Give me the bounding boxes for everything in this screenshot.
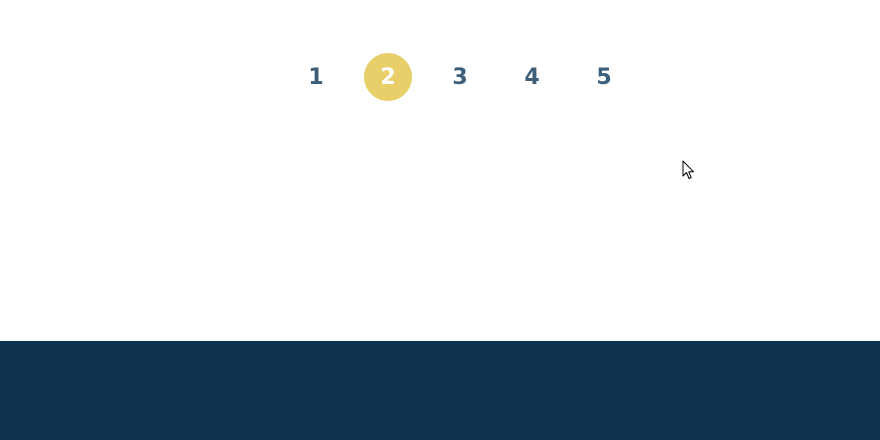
page-5-button[interactable]: 5 [596, 64, 612, 90]
page-3-button[interactable]: 3 [452, 64, 468, 90]
page-2-button[interactable]: 2 [364, 53, 412, 101]
pagination: 1 2 3 4 5 [292, 53, 628, 101]
footer [0, 341, 880, 440]
page-1-button[interactable]: 1 [308, 64, 324, 90]
mouse-pointer-icon [682, 160, 694, 179]
page-4-button[interactable]: 4 [524, 64, 540, 90]
